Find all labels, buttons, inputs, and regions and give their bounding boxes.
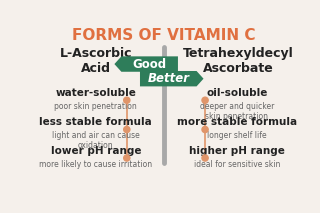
Circle shape: [202, 155, 208, 161]
Text: poor skin penetration: poor skin penetration: [54, 102, 137, 111]
Circle shape: [124, 97, 130, 103]
Text: FORMS OF VITAMIN C: FORMS OF VITAMIN C: [72, 28, 256, 43]
Text: Tetrahexyldecyl
Ascorbate: Tetrahexyldecyl Ascorbate: [183, 47, 294, 75]
Circle shape: [124, 127, 130, 132]
Text: lower pH range: lower pH range: [51, 146, 141, 156]
Text: ideal for sensitive skin: ideal for sensitive skin: [194, 160, 280, 168]
Circle shape: [202, 97, 208, 103]
Text: oil-soluble: oil-soluble: [206, 88, 268, 98]
Text: L-Ascorbic
Acid: L-Ascorbic Acid: [60, 47, 132, 75]
Text: Good: Good: [132, 58, 167, 71]
Text: deeper and quicker
skin penetration: deeper and quicker skin penetration: [200, 102, 274, 121]
Circle shape: [202, 127, 208, 132]
Text: more stable formula: more stable formula: [177, 117, 297, 127]
Text: light and air can cause
oxidation: light and air can cause oxidation: [52, 131, 140, 150]
Text: more likely to cause irritation: more likely to cause irritation: [39, 160, 152, 168]
Polygon shape: [115, 56, 178, 72]
Polygon shape: [140, 71, 204, 86]
Circle shape: [124, 155, 130, 161]
Text: longer shelf life: longer shelf life: [207, 131, 267, 140]
Text: less stable formula: less stable formula: [39, 117, 152, 127]
Text: higher pH range: higher pH range: [189, 146, 285, 156]
Text: Better: Better: [147, 72, 189, 85]
Text: water-soluble: water-soluble: [55, 88, 136, 98]
